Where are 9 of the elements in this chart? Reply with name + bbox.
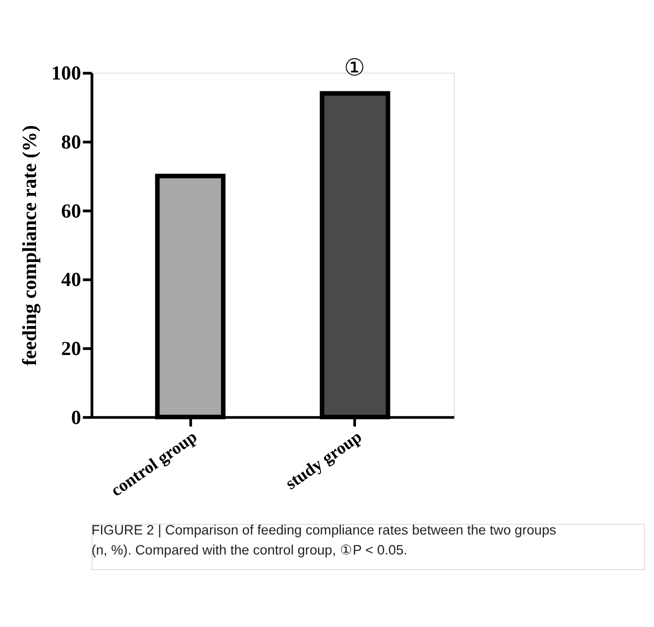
y-tick-label: 60 bbox=[61, 200, 82, 222]
y-tick-label: 40 bbox=[61, 269, 82, 292]
y-tick-label: 0 bbox=[71, 406, 82, 429]
y-tick-label: 100 bbox=[51, 62, 82, 85]
y-tick-label: 20 bbox=[61, 338, 82, 360]
y-tick-label: 80 bbox=[61, 131, 82, 154]
caption: FIGURE 2 | Comparison of feeding compliance rates between the two groups (n, %). Compared with the control group, ①P < 0.05. bbox=[91, 522, 556, 558]
y-axis-title: feeding compliance rate (%) bbox=[18, 125, 41, 366]
annotation: ① bbox=[344, 55, 366, 82]
